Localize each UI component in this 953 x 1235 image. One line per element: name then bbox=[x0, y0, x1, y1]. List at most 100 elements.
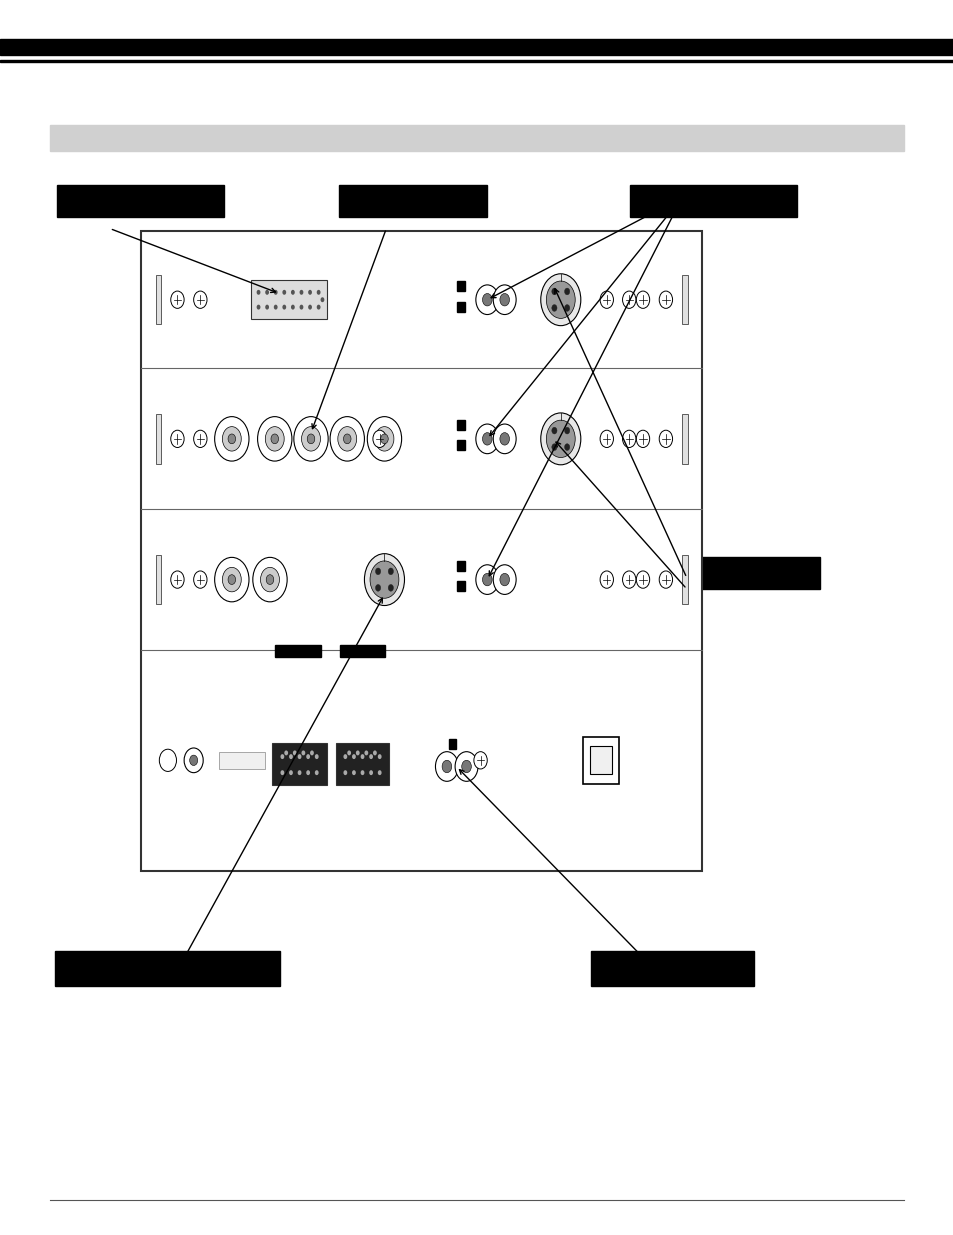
Circle shape bbox=[375, 584, 380, 592]
Circle shape bbox=[274, 290, 277, 295]
Bar bbox=[339, 645, 385, 657]
Bar bbox=[456, 282, 464, 291]
Bar bbox=[456, 580, 464, 590]
Circle shape bbox=[564, 305, 569, 311]
Circle shape bbox=[306, 755, 310, 760]
Circle shape bbox=[347, 751, 351, 756]
Circle shape bbox=[190, 755, 197, 766]
Bar bbox=[338, 185, 486, 217]
Bar bbox=[456, 440, 464, 450]
Bar bbox=[0, 38, 953, 54]
Circle shape bbox=[301, 751, 305, 756]
Bar bbox=[55, 951, 279, 986]
Circle shape bbox=[308, 290, 312, 295]
Circle shape bbox=[441, 761, 452, 773]
Circle shape bbox=[343, 771, 347, 776]
Circle shape bbox=[301, 426, 320, 451]
Circle shape bbox=[482, 294, 492, 306]
Circle shape bbox=[636, 430, 649, 447]
Circle shape bbox=[377, 771, 381, 776]
Circle shape bbox=[364, 553, 404, 605]
Circle shape bbox=[551, 427, 557, 433]
Circle shape bbox=[316, 305, 320, 310]
Circle shape bbox=[388, 584, 393, 592]
Circle shape bbox=[193, 430, 207, 447]
Circle shape bbox=[291, 290, 294, 295]
Circle shape bbox=[636, 291, 649, 309]
Circle shape bbox=[184, 748, 203, 773]
Bar bbox=[448, 740, 456, 750]
Circle shape bbox=[289, 771, 293, 776]
Bar bbox=[686, 557, 820, 589]
Circle shape bbox=[214, 557, 249, 601]
Circle shape bbox=[551, 305, 557, 311]
Bar bbox=[456, 303, 464, 312]
Circle shape bbox=[193, 291, 207, 309]
Circle shape bbox=[294, 416, 328, 461]
Circle shape bbox=[380, 433, 388, 443]
Circle shape bbox=[293, 751, 296, 756]
Circle shape bbox=[551, 288, 557, 295]
Circle shape bbox=[307, 433, 314, 443]
Circle shape bbox=[214, 416, 249, 461]
Bar bbox=[155, 275, 161, 325]
Circle shape bbox=[564, 427, 569, 433]
Circle shape bbox=[599, 571, 613, 588]
Circle shape bbox=[370, 561, 398, 598]
Circle shape bbox=[474, 752, 487, 769]
Bar bbox=[141, 231, 701, 871]
Circle shape bbox=[369, 771, 373, 776]
Bar bbox=[448, 761, 456, 771]
Circle shape bbox=[455, 752, 477, 782]
Circle shape bbox=[373, 751, 376, 756]
Circle shape bbox=[659, 291, 672, 309]
Circle shape bbox=[435, 752, 457, 782]
Circle shape bbox=[540, 274, 580, 326]
Circle shape bbox=[271, 433, 278, 443]
Circle shape bbox=[622, 430, 636, 447]
Bar bbox=[590, 746, 612, 774]
Circle shape bbox=[253, 557, 287, 601]
Circle shape bbox=[546, 420, 575, 457]
Circle shape bbox=[159, 750, 176, 772]
Bar bbox=[274, 645, 320, 657]
Circle shape bbox=[540, 412, 580, 464]
Circle shape bbox=[308, 305, 312, 310]
Circle shape bbox=[222, 426, 241, 451]
Circle shape bbox=[222, 567, 241, 592]
Circle shape bbox=[280, 771, 284, 776]
Circle shape bbox=[306, 771, 310, 776]
Circle shape bbox=[659, 571, 672, 588]
Circle shape bbox=[482, 432, 492, 445]
Circle shape bbox=[314, 771, 318, 776]
Circle shape bbox=[256, 305, 260, 310]
Circle shape bbox=[260, 567, 279, 592]
Circle shape bbox=[499, 432, 509, 445]
Circle shape bbox=[330, 416, 364, 461]
Circle shape bbox=[274, 305, 277, 310]
Circle shape bbox=[284, 751, 288, 756]
Bar bbox=[0, 61, 953, 63]
Circle shape bbox=[388, 568, 393, 574]
Circle shape bbox=[564, 443, 569, 451]
Bar bbox=[582, 737, 618, 784]
Circle shape bbox=[291, 305, 294, 310]
Circle shape bbox=[320, 298, 324, 303]
Circle shape bbox=[499, 573, 509, 585]
Circle shape bbox=[369, 755, 373, 760]
Circle shape bbox=[367, 416, 401, 461]
Circle shape bbox=[228, 574, 235, 584]
Circle shape bbox=[352, 755, 355, 760]
Circle shape bbox=[343, 433, 351, 443]
Circle shape bbox=[364, 751, 368, 756]
Circle shape bbox=[360, 755, 364, 760]
Circle shape bbox=[171, 430, 184, 447]
Bar bbox=[155, 414, 161, 463]
Circle shape bbox=[622, 571, 636, 588]
Circle shape bbox=[499, 294, 509, 306]
Circle shape bbox=[551, 443, 557, 451]
Circle shape bbox=[266, 574, 274, 584]
Circle shape bbox=[636, 571, 649, 588]
Circle shape bbox=[546, 282, 575, 319]
Circle shape bbox=[299, 305, 303, 310]
